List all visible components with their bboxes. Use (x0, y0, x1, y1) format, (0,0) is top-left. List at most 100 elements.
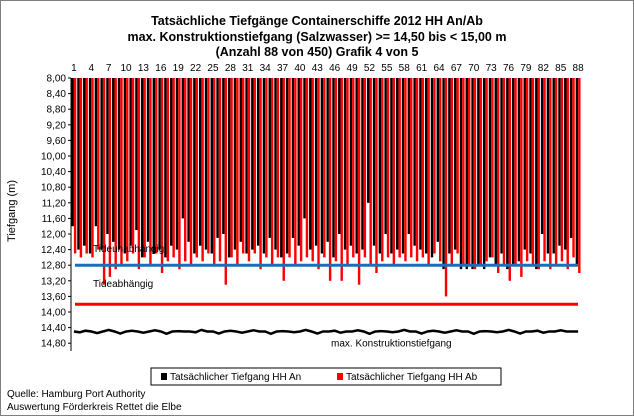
bar-an (274, 78, 277, 250)
bar-an (540, 78, 544, 234)
x-tick-label: 28 (225, 63, 237, 74)
bar-ab (265, 78, 268, 258)
x-tick-label: 25 (207, 63, 219, 74)
bar-ab (554, 78, 558, 266)
x-tick-label: 22 (190, 63, 202, 74)
bar-an (106, 78, 109, 234)
bar-an (575, 78, 579, 266)
y-tick-label: 14,00 (41, 308, 66, 319)
chart-title-line-2: max. Konstruktionstiefgang (Salzwasser) … (128, 30, 507, 44)
bar-an (552, 78, 555, 254)
legend-swatch-ab (337, 373, 343, 380)
bar-ab (381, 78, 384, 262)
bar-an (390, 78, 393, 254)
y-tick-label: 8,40 (47, 89, 67, 100)
chart-title-line-3: (Anzahl 88 von 450) Grafik 4 von 5 (216, 45, 419, 59)
y-tick-label: 10,40 (41, 167, 66, 178)
x-tick-label: 52 (364, 63, 376, 74)
bar-ab (404, 78, 407, 262)
bar-ab (491, 78, 494, 258)
bar-ab (340, 78, 343, 281)
bar-ab (578, 78, 581, 273)
bar-an (268, 78, 271, 238)
x-tick-label: 13 (138, 63, 150, 74)
legend-label-ab: Tatsächlicher Tiefgang HH Ab (346, 372, 478, 383)
bar-an (367, 78, 370, 203)
x-tick-label: 10 (120, 63, 132, 74)
bar-an (332, 78, 335, 258)
bar-an (523, 78, 526, 250)
bar-ab (346, 78, 349, 266)
bar-ab (305, 78, 309, 258)
x-tick-label: 58 (399, 63, 411, 74)
bar-an (488, 78, 492, 258)
bar-ab (514, 78, 517, 266)
bar-an (448, 78, 451, 254)
bar-an (71, 78, 74, 227)
bar-ab (212, 78, 216, 266)
bar-an (77, 78, 80, 250)
bar-an (314, 78, 318, 246)
bar-an (129, 78, 132, 246)
bar-ab (282, 78, 285, 281)
bar-ab (137, 78, 141, 270)
bar-ab (502, 78, 506, 266)
bar-an (349, 78, 353, 246)
x-tick-label: 79 (520, 63, 532, 74)
x-tick-label: 40 (294, 63, 306, 74)
bar-an (146, 78, 150, 242)
bar-ab (386, 78, 390, 258)
bar-ab (537, 78, 540, 270)
bar-ab (549, 78, 552, 270)
bar-ab (444, 78, 448, 297)
bar-an (210, 78, 213, 254)
bar-an (558, 78, 561, 246)
bar-ab (410, 78, 413, 258)
bar-an (204, 78, 208, 250)
bar-an (256, 78, 260, 246)
bar-ab (73, 78, 77, 254)
x-tick-label: 43 (312, 63, 324, 74)
bar-ab (131, 78, 135, 254)
bar-an (280, 78, 283, 258)
bar-ab (560, 78, 564, 262)
bar-an (291, 78, 295, 238)
bar-ab (334, 78, 338, 262)
bar-an (546, 78, 550, 254)
bar-an (216, 78, 219, 238)
bar-ab (375, 78, 378, 273)
x-tick-label: 82 (538, 63, 550, 74)
legend-swatch-an (161, 373, 167, 380)
bar-ab (79, 78, 83, 258)
x-tick-label: 1 (71, 63, 77, 74)
y-tick-label: 11,20 (42, 198, 67, 209)
bar-ab (415, 78, 419, 262)
source-line-2: Auswertung Förderkreis Rettet die Elbe (7, 402, 182, 413)
bar-ab (427, 78, 430, 266)
bar-ab (288, 78, 291, 258)
bar-ab (85, 78, 88, 254)
bar-ab (155, 78, 158, 254)
bar-ab (166, 78, 170, 262)
bar-an (355, 78, 358, 254)
x-tick-label: 4 (89, 63, 95, 74)
bar-an (338, 78, 341, 234)
bar-ab (247, 78, 251, 262)
x-tick-label: 70 (468, 63, 480, 74)
bar-an (164, 78, 167, 258)
x-axis-ticks: 1 4 7 10 13 16 19 22 25 28 31 34 37 40 43 46 49 52 55 58 61 6… (71, 63, 584, 74)
x-tick-label: 31 (242, 63, 254, 74)
bar-an (564, 78, 567, 250)
bar-ab (207, 78, 210, 254)
bar-ab (108, 78, 112, 277)
bar-ab (357, 78, 361, 285)
bar-an (442, 78, 445, 270)
bar-an (88, 78, 92, 254)
bar-an (112, 78, 115, 242)
y-tick-label: 13,60 (41, 292, 66, 303)
bar-ab (479, 78, 483, 266)
bar-an (94, 78, 98, 227)
bar-an (471, 78, 474, 270)
